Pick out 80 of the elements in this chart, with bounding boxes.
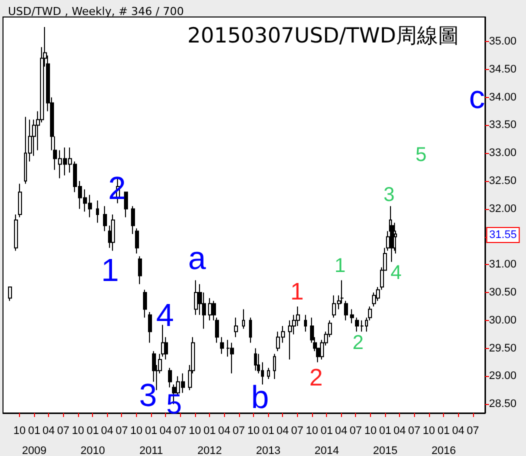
candlestick xyxy=(220,336,224,354)
y-tick-label: 34.00 xyxy=(489,91,517,104)
candlestick xyxy=(138,256,142,285)
candlestick xyxy=(148,312,152,344)
x-tick-label: 10 xyxy=(130,425,143,437)
chart-subtitle: USD/TWD , Weekly, # 346 / 700 xyxy=(8,5,184,18)
x-tick-label: 07 xyxy=(350,425,362,437)
x-tick-label: 07 xyxy=(116,425,128,437)
candlestick xyxy=(230,342,234,374)
candlestick xyxy=(208,298,212,321)
x-tick-label: 10 xyxy=(13,425,26,437)
annotation: 2 xyxy=(352,332,364,354)
candlestick xyxy=(103,206,107,232)
annotation: 2 xyxy=(309,364,323,392)
y-tick-label: 28.50 xyxy=(489,398,517,410)
x-tick-label: 04 xyxy=(452,425,464,437)
annotation: c xyxy=(469,79,485,115)
chart-title: 20150307USD/TWD周線圖 xyxy=(187,24,460,48)
annotation: 1 xyxy=(334,255,346,277)
x-tick-label: 10 xyxy=(306,425,318,437)
y-tick-label: 33.50 xyxy=(489,119,517,132)
candlestick xyxy=(124,192,128,218)
y-tick-label: 35.00 xyxy=(489,36,517,48)
candlestick xyxy=(194,280,198,316)
y-tick-label: 33.00 xyxy=(489,147,517,160)
x-tick-label: 04 xyxy=(335,425,348,437)
candlestick xyxy=(143,289,147,318)
x-tick-label: 07 xyxy=(57,425,70,437)
annotation: b xyxy=(251,379,269,415)
x-tick-label: 07 xyxy=(232,425,245,437)
x-tick-label: 10 xyxy=(72,425,84,437)
annotation: 4 xyxy=(156,297,174,333)
annotation: 3 xyxy=(383,184,395,206)
annotation: a xyxy=(188,240,206,276)
candlestick xyxy=(111,214,115,252)
x-tick-label: 07 xyxy=(174,425,186,437)
candlestick xyxy=(267,367,270,380)
y-tick-label: 29.00 xyxy=(489,370,517,382)
x-tick-label: 04 xyxy=(159,425,172,437)
x-tick-label: 07 xyxy=(291,425,304,437)
candlestick xyxy=(249,317,252,344)
y-tick-label: 30.50 xyxy=(489,286,517,299)
candlestick xyxy=(96,200,99,224)
y-tick-label: 34.50 xyxy=(489,63,517,76)
annotation: 1 xyxy=(101,252,119,288)
x-tick-label: 04 xyxy=(42,425,55,437)
text: 31.55 xyxy=(489,229,517,241)
x-tick-label: 04 xyxy=(218,425,230,437)
candlestick xyxy=(344,300,348,321)
y-tick-label: 29.50 xyxy=(489,342,517,354)
candlestick xyxy=(8,286,12,302)
annotation: 3 xyxy=(139,377,157,413)
y-tick-label: 31.00 xyxy=(489,258,517,271)
y-tick-label: 32.50 xyxy=(489,174,517,187)
candlestick xyxy=(273,353,276,380)
x-tick-label: 07 xyxy=(408,425,420,437)
candlestick xyxy=(14,214,18,252)
annotation: 4 xyxy=(390,262,402,284)
candlestick xyxy=(254,348,257,372)
x-tick-label: 04 xyxy=(100,425,114,437)
y-tick-label: 30.00 xyxy=(489,314,517,326)
x-tick-label: 04 xyxy=(276,425,289,437)
candlestick xyxy=(350,308,354,324)
annotation: 5 xyxy=(166,388,182,420)
candlestick xyxy=(234,317,238,338)
candlestick xyxy=(168,367,172,388)
candlestick xyxy=(18,183,22,218)
x-tick-label: 10 xyxy=(422,425,436,437)
x-tick-label: 07 xyxy=(466,425,479,437)
annotation: 1 xyxy=(290,278,304,306)
candlestick xyxy=(131,206,135,234)
annotation: 5 xyxy=(415,144,427,166)
x-tick-label: 10 xyxy=(188,425,202,437)
y-tick-label: 32.00 xyxy=(489,202,517,215)
candlestick xyxy=(304,314,307,332)
x-tick-label: 10 xyxy=(247,425,260,437)
x-tick-label: 10 xyxy=(364,425,377,437)
candlestick xyxy=(135,228,139,254)
candlestick xyxy=(242,308,245,330)
x-tick-label: 04 xyxy=(393,425,406,437)
